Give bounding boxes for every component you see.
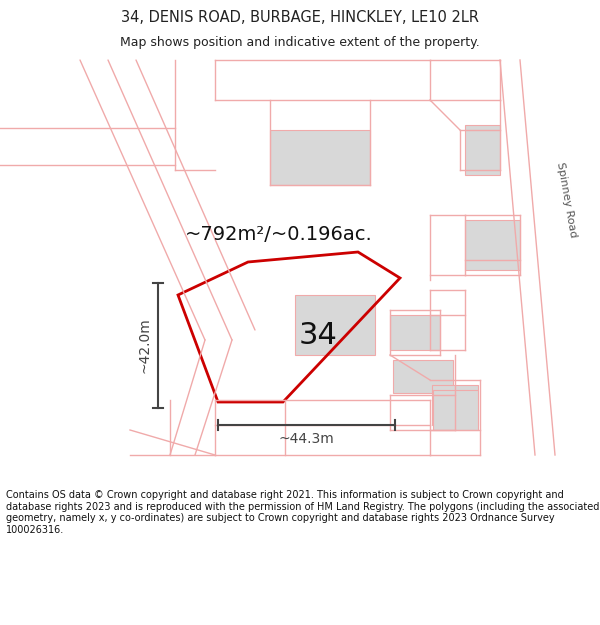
Polygon shape bbox=[393, 360, 453, 393]
Text: ~42.0m: ~42.0m bbox=[137, 318, 151, 373]
Polygon shape bbox=[432, 385, 478, 425]
Text: ~792m²/~0.196ac.: ~792m²/~0.196ac. bbox=[185, 226, 373, 244]
Polygon shape bbox=[465, 125, 500, 175]
Polygon shape bbox=[295, 295, 375, 355]
Text: Contains OS data © Crown copyright and database right 2021. This information is : Contains OS data © Crown copyright and d… bbox=[6, 490, 599, 535]
Text: 34, DENIS ROAD, BURBAGE, HINCKLEY, LE10 2LR: 34, DENIS ROAD, BURBAGE, HINCKLEY, LE10 … bbox=[121, 10, 479, 25]
Polygon shape bbox=[433, 390, 478, 430]
Polygon shape bbox=[465, 220, 520, 270]
Polygon shape bbox=[390, 315, 440, 350]
Text: Spinney Road: Spinney Road bbox=[556, 161, 578, 239]
Text: ~44.3m: ~44.3m bbox=[278, 432, 334, 446]
Text: 34: 34 bbox=[299, 321, 337, 349]
Polygon shape bbox=[270, 130, 370, 185]
Text: Map shows position and indicative extent of the property.: Map shows position and indicative extent… bbox=[120, 36, 480, 49]
